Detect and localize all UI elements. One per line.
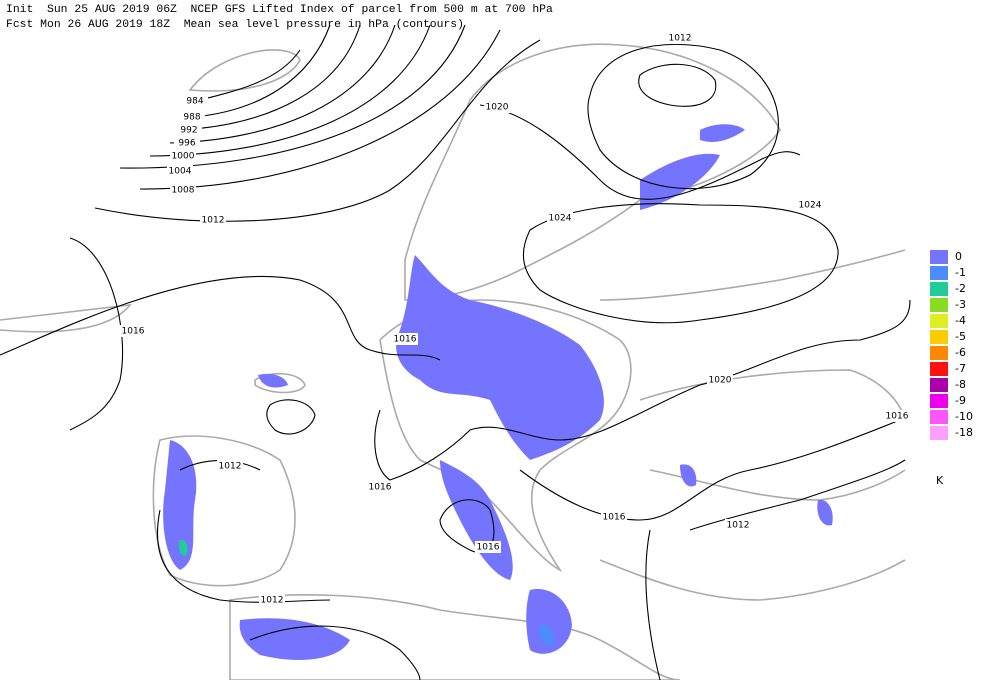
contour-label: 1016 bbox=[886, 412, 909, 422]
contour-label: 1000 bbox=[172, 152, 195, 162]
legend-swatch bbox=[930, 314, 948, 328]
legend-swatch bbox=[930, 426, 948, 440]
contour-label-bg bbox=[182, 95, 208, 107]
legend-label: -1 bbox=[955, 266, 966, 279]
contour-label: 1016 bbox=[394, 335, 417, 345]
contour-label: 1016 bbox=[477, 543, 500, 553]
contour-label-bg bbox=[120, 325, 146, 337]
legend-swatch bbox=[930, 266, 948, 280]
contour-labels: 984 988 992 996 1000 1004 1008 1012 1016 1016 1020… bbox=[120, 32, 910, 606]
contour-label-bg bbox=[707, 374, 733, 386]
header-line1: Init Sun 25 AUG 2019 06Z NCEP GFS Lifted… bbox=[6, 4, 553, 16]
contour-label-bg bbox=[200, 214, 226, 226]
contour-label: 1024 bbox=[549, 214, 572, 224]
legend-swatch bbox=[930, 250, 948, 264]
contour-label: 1012 bbox=[219, 462, 242, 472]
contour-label-bg bbox=[170, 184, 196, 196]
contour-label-bg bbox=[667, 32, 693, 44]
contour-label: 1016 bbox=[603, 513, 626, 523]
contour-label-bg bbox=[367, 481, 393, 493]
contour-label: 1016 bbox=[369, 483, 392, 493]
contour-label-bg bbox=[176, 124, 202, 136]
legend-swatch bbox=[930, 282, 948, 296]
contour-label: 1012 bbox=[261, 596, 284, 606]
contour-label-bg bbox=[547, 212, 573, 224]
legend-label: -10 bbox=[955, 410, 973, 423]
legend-swatch bbox=[930, 298, 948, 312]
lifted-index-areas bbox=[163, 124, 833, 660]
contour-label-bg bbox=[884, 410, 910, 422]
contour-label-bg bbox=[797, 199, 823, 211]
legend-label: 0 bbox=[955, 250, 962, 263]
contour-label: 1004 bbox=[169, 167, 192, 177]
contour-label: 1012 bbox=[727, 521, 750, 531]
contour-label-bg bbox=[259, 594, 285, 606]
legend-label: -4 bbox=[955, 314, 966, 327]
contour-label-bg bbox=[484, 101, 510, 113]
legend-swatch bbox=[930, 410, 948, 424]
legend-label: -18 bbox=[955, 426, 973, 439]
contour-label-bg bbox=[725, 519, 751, 531]
header-line2: Fcst Mon 26 AUG 2019 18Z Mean sea level … bbox=[6, 19, 464, 31]
contour-label: 1024 bbox=[799, 201, 822, 211]
legend-label: -6 bbox=[955, 346, 966, 359]
contour-label-bg bbox=[179, 111, 205, 123]
contour-label: 1016 bbox=[122, 327, 145, 337]
contour-label-bg bbox=[601, 511, 627, 523]
contour-label: 992 bbox=[180, 126, 197, 136]
legend-swatch bbox=[930, 362, 948, 376]
legend-label: -9 bbox=[955, 394, 966, 407]
legend-label: -3 bbox=[955, 298, 966, 311]
legend-label: -8 bbox=[955, 378, 966, 391]
legend-swatch bbox=[930, 378, 948, 392]
contour-label: 984 bbox=[186, 97, 203, 107]
contour-label-bg bbox=[167, 165, 193, 177]
legend-label: -7 bbox=[955, 362, 966, 375]
contour-label-bg bbox=[217, 460, 243, 472]
contour-label: 1012 bbox=[202, 216, 225, 226]
legend-label: -2 bbox=[955, 282, 966, 295]
contour-label-bg bbox=[170, 150, 196, 162]
contour-label: 1020 bbox=[486, 103, 509, 113]
legend-unit: K bbox=[936, 474, 944, 487]
contour-label: 1012 bbox=[669, 34, 692, 44]
isobars bbox=[0, 24, 911, 680]
contour-label: 1008 bbox=[172, 186, 195, 196]
contour-label: 996 bbox=[178, 139, 195, 149]
contour-label: 988 bbox=[183, 113, 200, 123]
legend-swatch bbox=[930, 394, 948, 408]
contour-label-bg bbox=[475, 541, 501, 553]
legend: 0 -1 -2 -3 -4 -5 -6 -7 -8 -9 -10 -18 K bbox=[930, 250, 973, 487]
contour-label: 1020 bbox=[709, 376, 732, 386]
legend-swatch bbox=[930, 330, 948, 344]
contour-label-bg bbox=[174, 137, 200, 149]
legend-swatch bbox=[930, 346, 948, 360]
contour-label-bg bbox=[392, 333, 418, 345]
legend-label: -5 bbox=[955, 330, 966, 343]
